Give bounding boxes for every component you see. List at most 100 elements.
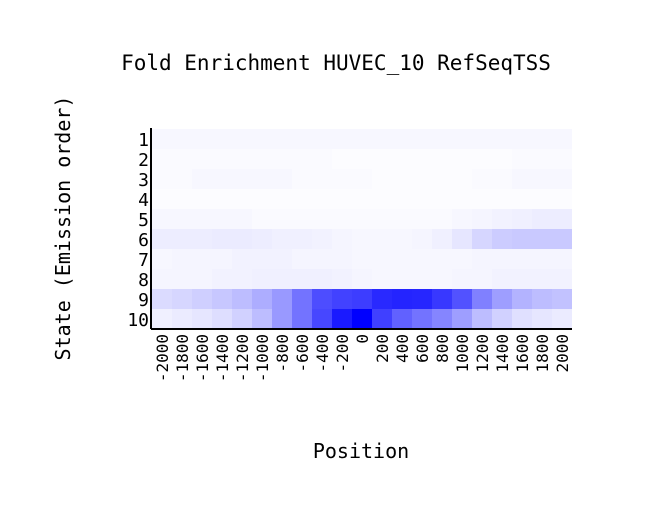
heatmap-cell (192, 149, 212, 169)
heatmap-cell (212, 289, 232, 309)
heatmap-cell (392, 129, 412, 149)
heatmap-cell (412, 309, 432, 329)
heatmap-cell (532, 249, 552, 269)
heatmap-cell (152, 309, 172, 329)
heatmap-cell (232, 209, 252, 229)
heatmap-cell (452, 289, 472, 309)
heatmap-cell (152, 269, 172, 289)
heatmap-cell (552, 129, 572, 149)
x-tick-label: -2000 (153, 334, 172, 382)
heatmap-cell (192, 229, 212, 249)
heatmap-cell (352, 209, 372, 229)
heatmap-cell (172, 209, 192, 229)
heatmap-cell (432, 149, 452, 169)
heatmap-cell (432, 189, 452, 209)
heatmap-cell (352, 289, 372, 309)
heatmap-cell (552, 269, 572, 289)
x-tick-label: 1600 (513, 334, 532, 373)
heatmap-cell (352, 229, 372, 249)
heatmap-cell (152, 189, 172, 209)
heatmap-cell (392, 249, 412, 269)
heatmap-cell (332, 269, 352, 289)
heatmap-cell (512, 249, 532, 269)
heatmap-cell (512, 289, 532, 309)
heatmap-cell (532, 229, 552, 249)
heatmap-cell (392, 269, 412, 289)
heatmap-cell (492, 269, 512, 289)
heatmap-cell (372, 209, 392, 229)
y-tick-label: 9 (138, 290, 149, 311)
heatmap-cell (272, 169, 292, 189)
heatmap-cell (312, 209, 332, 229)
heatmap-cell (552, 169, 572, 189)
heatmap-cell (192, 289, 212, 309)
heatmap-cell (452, 249, 472, 269)
heatmap-cell (252, 169, 272, 189)
heatmap-cell (352, 189, 372, 209)
y-tick-label: 7 (138, 250, 149, 271)
heatmap-cell (172, 189, 192, 209)
y-tick-label: 5 (138, 210, 149, 231)
heatmap-cell (292, 229, 312, 249)
x-tick-label: 1800 (533, 334, 552, 373)
heatmap-cell (192, 309, 212, 329)
heatmap-cell (472, 169, 492, 189)
heatmap-cell (312, 149, 332, 169)
heatmap-cell (232, 249, 252, 269)
heatmap-cell (412, 189, 432, 209)
heatmap-cell (252, 189, 272, 209)
heatmap-cell (392, 209, 412, 229)
heatmap-cell (272, 129, 292, 149)
heatmap-cell (312, 249, 332, 269)
heatmap-cell (452, 269, 472, 289)
heatmap-cell (432, 169, 452, 189)
heatmap-cell (532, 149, 552, 169)
heatmap-cell (512, 149, 532, 169)
x-tick-label: -600 (293, 334, 312, 373)
heatmap-cell (412, 209, 432, 229)
heatmap-cell (192, 129, 212, 149)
heatmap-cell (332, 229, 352, 249)
heatmap-cell (412, 269, 432, 289)
heatmap-cell (212, 129, 232, 149)
x-axis-label: Position (313, 439, 409, 463)
heatmap-cell (312, 269, 332, 289)
heatmap-cell (272, 309, 292, 329)
heatmap-cell (312, 229, 332, 249)
heatmap-cell (412, 229, 432, 249)
heatmap-cell (212, 209, 232, 229)
heatmap-cell (392, 149, 412, 169)
heatmap-cell (412, 169, 432, 189)
heatmap-cell (552, 149, 572, 169)
heatmap-cell (532, 169, 552, 189)
heatmap-cell (252, 149, 272, 169)
heatmap-cell (332, 129, 352, 149)
heatmap-cell (212, 189, 232, 209)
x-tick-label: 1000 (453, 334, 472, 373)
x-tick-label: -1800 (173, 334, 192, 382)
heatmap-cell (152, 229, 172, 249)
heatmap-cell (292, 289, 312, 309)
heatmap-cell (292, 149, 312, 169)
x-tick-label: -1000 (253, 334, 272, 382)
heatmap-cell (532, 269, 552, 289)
heatmap-cell (272, 149, 292, 169)
heatmap-cell (552, 289, 572, 309)
heatmap-cell (152, 289, 172, 309)
heatmap-cell (352, 249, 372, 269)
heatmap-cell (492, 209, 512, 229)
heatmap-cell (552, 209, 572, 229)
heatmap-cell (452, 309, 472, 329)
heatmap-cell (512, 269, 532, 289)
heatmap-cell (252, 129, 272, 149)
heatmap-cell (552, 309, 572, 329)
x-tick-label: -800 (273, 334, 292, 373)
heatmap-cell (492, 229, 512, 249)
heatmap-cell (452, 149, 472, 169)
heatmap-cell (492, 129, 512, 149)
heatmap-cell (152, 169, 172, 189)
heatmap-cell (532, 209, 552, 229)
heatmap-cell (272, 249, 292, 269)
x-tick-label: 600 (413, 334, 432, 363)
y-tick-label: 1 (138, 130, 149, 151)
